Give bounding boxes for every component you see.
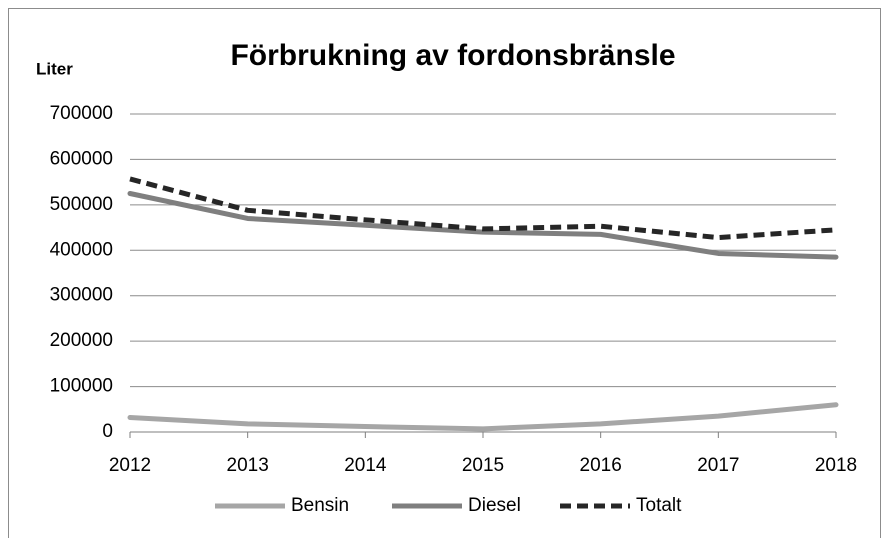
y-tick-label: 600000 <box>50 148 113 169</box>
x-tick-label: 2013 <box>227 455 269 476</box>
x-tick-label: 2012 <box>109 455 151 476</box>
chart-title: Förbrukning av fordonsbränsle <box>230 39 675 72</box>
y-tick-label: 500000 <box>50 194 113 215</box>
x-tick-label: 2017 <box>697 455 739 476</box>
line-series <box>129 176 837 241</box>
y-tick-label: 0 <box>102 421 113 442</box>
y-tick-label: 300000 <box>50 285 113 306</box>
y-tick-label: 100000 <box>50 376 113 397</box>
y-axis-label: Liter <box>36 59 73 78</box>
x-tick-label: 2016 <box>580 455 622 476</box>
line-series <box>127 402 839 432</box>
y-tick-label: 200000 <box>50 330 113 351</box>
legend-label: Diesel <box>468 495 521 516</box>
x-tick-label: 2018 <box>815 455 857 476</box>
line-series <box>127 191 839 260</box>
x-tick-label: 2015 <box>462 455 504 476</box>
legend-label: Totalt <box>636 495 682 516</box>
x-tick-label: 2014 <box>344 455 387 476</box>
legend-label: Bensin <box>291 495 349 516</box>
chart-frame <box>8 8 881 538</box>
y-tick-label: 700000 <box>50 103 113 124</box>
y-tick-label: 400000 <box>50 239 113 260</box>
